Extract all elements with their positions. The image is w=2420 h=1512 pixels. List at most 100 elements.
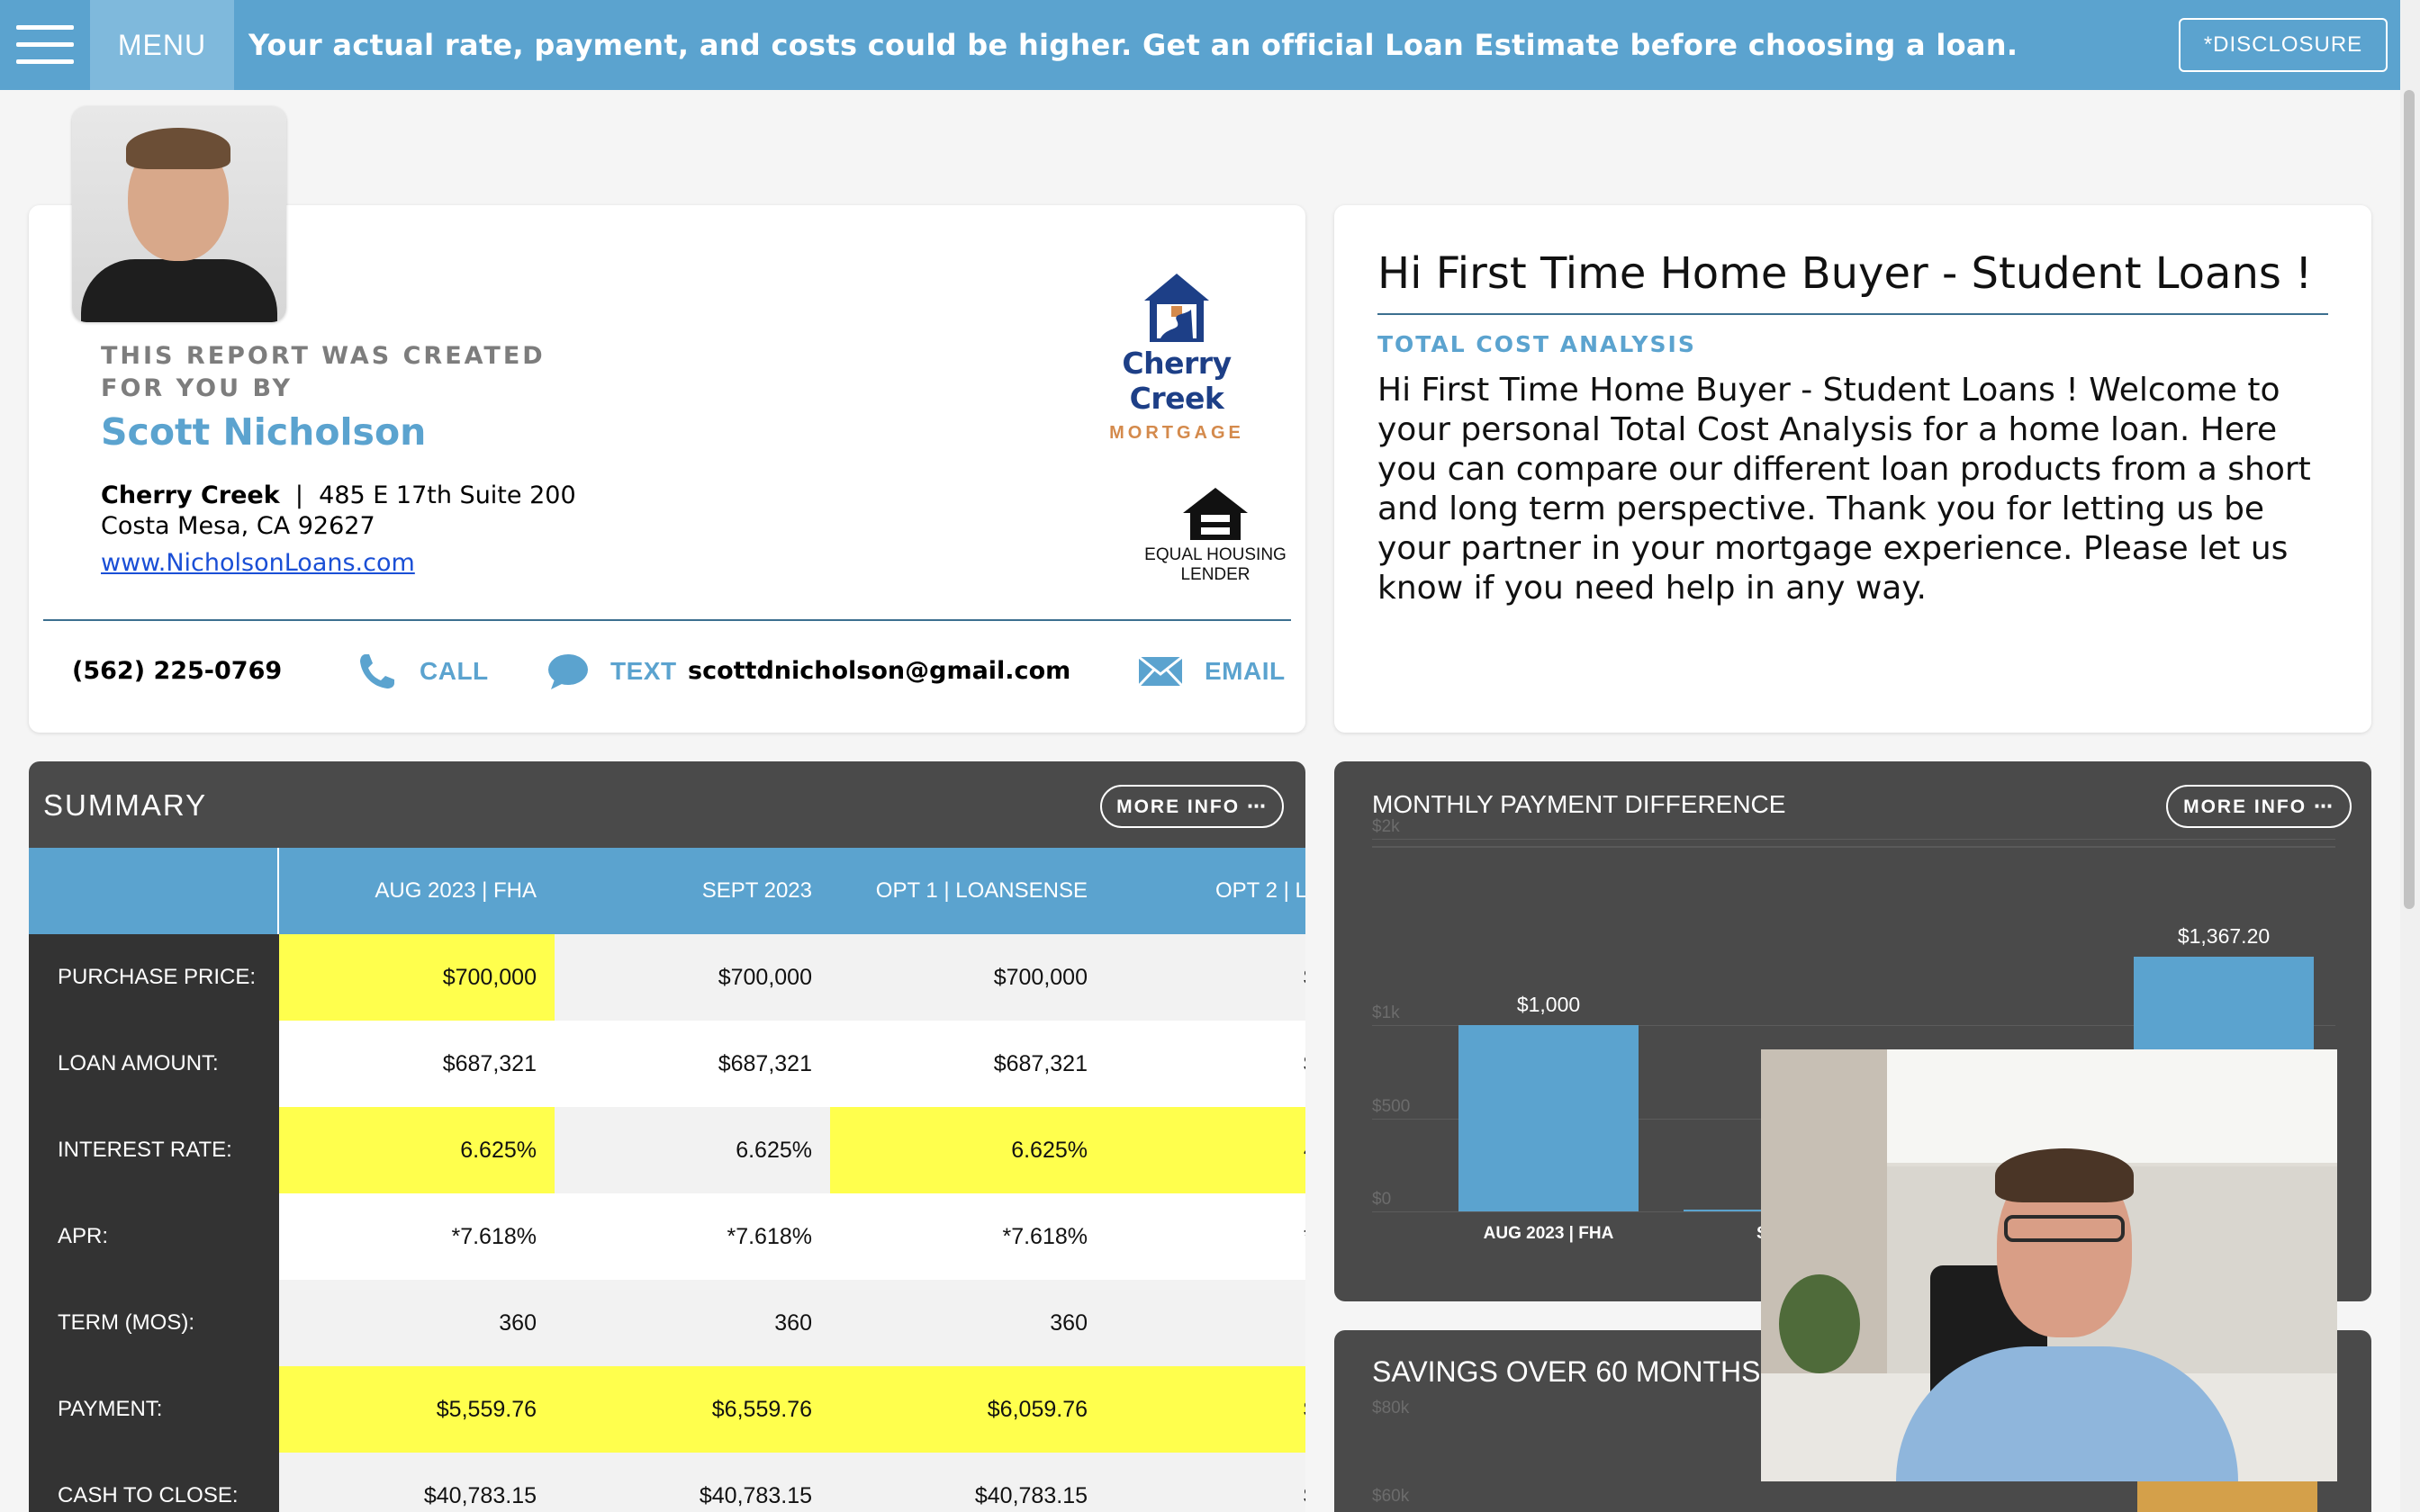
hamburger-menu-icon[interactable] (0, 0, 90, 90)
scrollbar-thumb[interactable] (2404, 90, 2415, 909)
text-button[interactable]: TEXT (547, 650, 677, 693)
table-cell: $5,559.76 (436, 1396, 537, 1422)
call-label: CALL (420, 657, 489, 685)
table-cell: $5, (1106, 1366, 1305, 1453)
table-cell: $40,783.15 (423, 1482, 537, 1508)
call-button[interactable]: CALL (357, 650, 489, 693)
y-tick-label: $80k (1372, 1399, 1410, 1418)
row-label: PAYMENT: (29, 1366, 279, 1453)
table-cell: $70 (1106, 934, 1305, 1021)
table-cell (1106, 1280, 1305, 1366)
equal-housing-icon (1183, 488, 1248, 540)
table-header-row: AUG 2023 | FHA SEPT 2023 OPT 1 | LOANSEN… (29, 848, 1305, 934)
grid-line (1372, 839, 2335, 840)
summary-more-info-button[interactable]: MORE INFO ⋯ (1100, 785, 1284, 828)
y-tick-label: $2k (1372, 817, 1400, 836)
x-axis-label: AUG 2023 | FHA (1483, 1224, 1614, 1243)
table-cell: 360 (774, 1310, 812, 1336)
table-cell: $687,321 (993, 1050, 1088, 1076)
menu-button[interactable]: MENU (90, 0, 234, 90)
envelope-icon (1138, 656, 1183, 687)
column-header[interactable]: SEPT 2023 (701, 878, 812, 903)
table-cell: $40,783.15 (974, 1482, 1088, 1508)
equal-housing-lender: EQUAL HOUSING LENDER (1134, 486, 1296, 585)
table-cell: $40, (1106, 1453, 1305, 1512)
table-cell: $6,059.76 (987, 1396, 1088, 1422)
chart-more-info-button[interactable]: MORE INFO ⋯ (2166, 785, 2352, 828)
chat-bubble-icon (548, 654, 588, 689)
table-cell: $6,559.76 (711, 1396, 812, 1422)
contact-row: (562) 225-0769 CALL TEXT scottdnicholson… (0, 644, 1305, 698)
table-cell: $687,321 (718, 1050, 812, 1076)
agent-avatar (72, 106, 286, 322)
agent-name: Scott Nicholson (101, 410, 427, 454)
row-label: INTEREST RATE: (29, 1107, 279, 1193)
bar-value-label: $1,367.20 (2177, 923, 2271, 948)
table-row: APR: *7.618% *7.618% *7.618% *5 (29, 1193, 1305, 1280)
city-state-zip: Costa Mesa, CA 92627 (101, 512, 375, 540)
row-label: CASH TO CLOSE: (29, 1453, 279, 1512)
table-cell: $68 (1106, 1021, 1305, 1107)
table-cell: $40,783.15 (699, 1482, 812, 1508)
table-cell: 6.625% (736, 1137, 812, 1163)
created-for-label: THIS REPORT WAS CREATED FOR YOU BY (101, 342, 546, 402)
table-cell: 6.625% (279, 1107, 555, 1193)
table-cell: *7.618% (727, 1223, 812, 1249)
table-cell: 360 (499, 1310, 537, 1336)
y-tick-label: $500 (1372, 1096, 1411, 1116)
welcome-subtitle: TOTAL COST ANALYSIS (1377, 331, 1696, 357)
email-label: EMAIL (1205, 657, 1286, 685)
chart-divider (1372, 846, 2335, 848)
table-cell: 360 (1050, 1310, 1088, 1336)
cherry-creek-logo: Cherry Creek MORTGAGE (1073, 270, 1280, 444)
y-tick-label: $0 (1372, 1190, 1392, 1209)
column-header[interactable]: AUG 2023 | FHA (375, 878, 537, 903)
welcome-card: Hi First Time Home Buyer - Student Loans… (1334, 205, 2371, 733)
logo-sub-text: MORTGAGE (1109, 423, 1244, 443)
row-label: TERM (MOS): (29, 1280, 279, 1366)
ehl-line2: LENDER (1180, 565, 1251, 584)
phone-number[interactable]: (562) 225-0769 (72, 657, 283, 685)
top-bar: MENU Your actual rate, payment, and cost… (0, 0, 2420, 90)
chart-bar[interactable] (1458, 1025, 1639, 1211)
y-tick-label: $60k (1372, 1487, 1410, 1506)
table-cell: $700,000 (993, 964, 1088, 990)
disclaimer-banner: Your actual rate, payment, and costs cou… (248, 28, 2018, 62)
welcome-divider (1377, 313, 2328, 315)
summary-panel: SUMMARY MORE INFO ⋯ AUG 2023 | FHA SEPT … (29, 761, 1305, 1512)
table-cell: $687,321 (442, 1050, 537, 1076)
row-label: APR: (29, 1193, 279, 1280)
logo-brand-text: Cherry Creek (1122, 346, 1232, 416)
bar-value-label: $1,000 (1516, 993, 1581, 1016)
website-link[interactable]: www.NicholsonLoans.com (101, 549, 415, 577)
column-header[interactable]: OPT 2 | LS & (1215, 878, 1305, 903)
row-label: PURCHASE PRICE: (29, 934, 279, 1021)
email-button[interactable]: EMAIL (1138, 650, 1286, 693)
address-separator: | (294, 482, 303, 509)
disclosure-button[interactable]: *DISCLOSURE (2179, 18, 2388, 72)
savings-bar (2137, 1478, 2317, 1512)
summary-title: SUMMARY (43, 788, 208, 822)
text-label: TEXT (610, 657, 677, 685)
profile-divider (43, 619, 1291, 621)
ehl-line1: EQUAL HOUSING (1144, 545, 1287, 564)
grid-line (1372, 1025, 2335, 1026)
email-address[interactable]: scottdnicholson@gmail.com (688, 657, 1071, 685)
table-cell: *7.618% (1002, 1223, 1088, 1249)
phone-icon (360, 654, 394, 688)
welcome-body: Hi First Time Home Buyer - Student Loans… (1377, 372, 2311, 607)
table-row: CASH TO CLOSE: $40,783.15 $40,783.15 $40… (29, 1453, 1305, 1512)
loan-officer-card: THIS REPORT WAS CREATED FOR YOU BY Scott… (29, 205, 1305, 733)
table-cell: 4 (1106, 1107, 1305, 1193)
table-cell: $700,000 (718, 964, 812, 990)
video-overlay[interactable] (1761, 1049, 2337, 1481)
column-header[interactable]: OPT 1 | LOANSENSE (875, 878, 1088, 903)
welcome-title: Hi First Time Home Buyer - Student Loans… (1377, 248, 2313, 299)
monthly-chart-title: MONTHLY PAYMENT DIFFERENCE (1372, 790, 1786, 818)
table-cell: *7.618% (451, 1223, 537, 1249)
house-logo-icon (1144, 274, 1209, 342)
table-cell: 6.625% (830, 1107, 1106, 1193)
company-name: Cherry Creek (101, 482, 280, 509)
y-tick-label: $1k (1372, 1004, 1400, 1022)
table-row: INTEREST RATE: 6.625% 6.625% 6.625% 4 (29, 1107, 1305, 1193)
